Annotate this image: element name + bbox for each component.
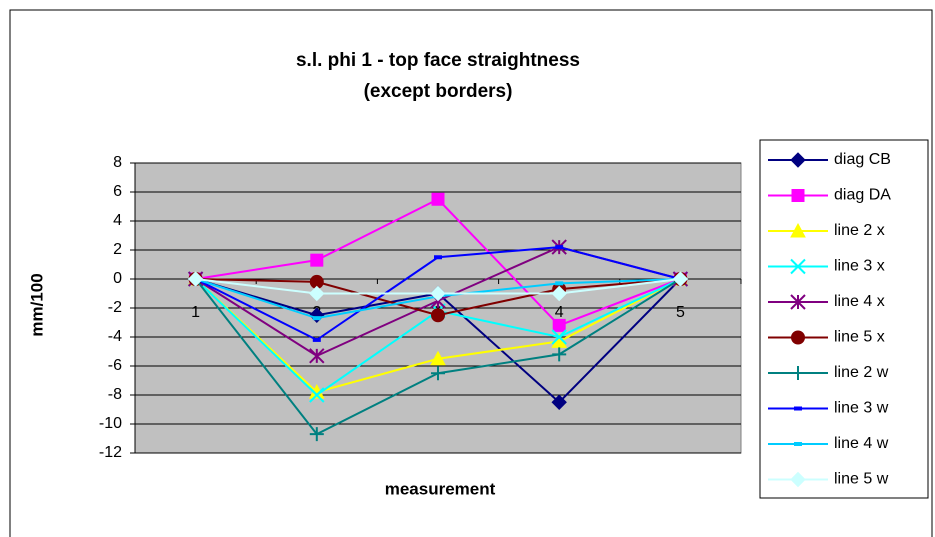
marker	[431, 192, 445, 206]
marker	[187, 271, 204, 287]
y-axis-title: mm/100	[27, 273, 46, 336]
chart-title: (except borders)	[364, 81, 513, 102]
legend-label: line 2 x	[834, 222, 885, 239]
marker	[790, 471, 806, 488]
marker	[434, 255, 442, 260]
marker	[309, 285, 325, 302]
legend-label: line 3 w	[834, 400, 889, 417]
marker	[555, 245, 564, 250]
marker	[309, 348, 325, 364]
y-tick-label: -8	[108, 386, 122, 403]
legend-label: line 2 w	[834, 364, 889, 381]
legend-label: line 3 x	[834, 258, 885, 275]
y-tick-label: 6	[113, 183, 122, 200]
x-tick-label: 1	[191, 304, 200, 321]
y-tick-label: 2	[113, 241, 122, 258]
marker	[310, 253, 324, 267]
legend-label: diag DA	[834, 187, 891, 204]
marker	[790, 152, 806, 168]
y-tick-label: 8	[113, 154, 122, 171]
chart-title: s.l. phi 1 - top face straightness	[296, 50, 580, 71]
marker	[790, 258, 806, 275]
marker	[309, 427, 324, 442]
y-tick-label: -6	[108, 357, 122, 374]
legend-label: line 4 w	[834, 435, 889, 452]
marker	[791, 330, 805, 345]
marker	[431, 308, 445, 323]
marker	[551, 394, 567, 410]
marker	[794, 406, 802, 411]
y-tick-label: -2	[108, 299, 122, 316]
y-tick-label: -10	[99, 415, 122, 432]
marker	[790, 222, 806, 238]
x-tick-label: 5	[676, 304, 685, 321]
marker	[790, 294, 806, 310]
marker	[551, 285, 567, 302]
legend-label: line 4 x	[834, 293, 885, 310]
y-tick-label: 0	[113, 270, 122, 287]
y-tick-label: -12	[99, 444, 122, 461]
marker	[791, 366, 805, 380]
marker	[552, 318, 566, 332]
marker	[430, 350, 446, 366]
y-tick-label: 4	[113, 212, 122, 229]
x-axis-title: measurement	[385, 479, 496, 498]
marker	[312, 316, 321, 321]
legend-label: line 5 x	[834, 329, 885, 346]
marker	[555, 281, 564, 286]
marker	[309, 387, 325, 403]
marker	[431, 366, 445, 381]
marker	[312, 337, 321, 342]
legend-label: line 5 w	[834, 471, 889, 488]
marker	[552, 347, 567, 362]
legend-box	[759, 139, 929, 499]
marker	[551, 329, 567, 345]
marker	[672, 271, 689, 287]
marker	[794, 442, 802, 446]
y-tick-label: -4	[108, 328, 122, 345]
marker	[791, 189, 805, 202]
legend-label: diag CB	[834, 151, 891, 168]
x-tick-label: 4	[555, 304, 564, 321]
marker	[430, 285, 446, 302]
